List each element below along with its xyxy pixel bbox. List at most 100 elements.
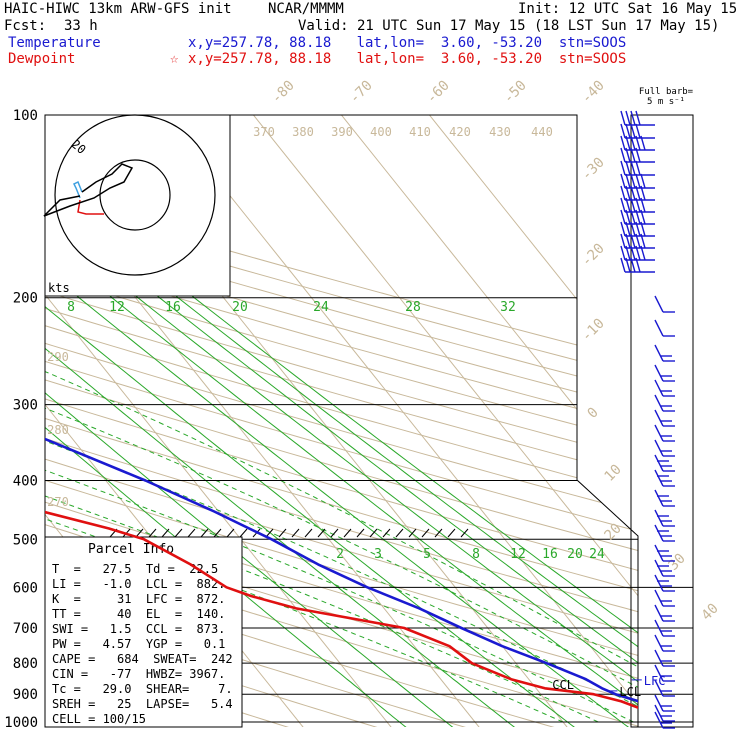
wind-barb — [654, 394, 664, 412]
wind-barb-feather — [625, 233, 631, 249]
pressure-tick-label: 900 — [13, 687, 38, 703]
dry-adiabat-line — [45, 115, 638, 727]
wind-barb-feather — [640, 185, 646, 201]
theta-label: 390 — [331, 125, 353, 139]
parcel-info-row: Tc = 29.0 SHEAR= 7. — [52, 682, 233, 696]
wind-barb-feather — [630, 233, 636, 249]
wind-barb — [654, 664, 664, 682]
wind-barb-feather — [625, 245, 631, 261]
theta-label: 440 — [531, 125, 553, 139]
hodograph-panel — [44, 114, 231, 297]
dry-adiabat-line — [45, 115, 638, 727]
dry-adiabat-line — [45, 115, 638, 727]
isotherm-line — [253, 115, 638, 727]
isotherm-label: -20 — [579, 241, 608, 270]
valid-time: Valid: 21 UTC Sun 17 May 15 (18 LST Sun … — [298, 18, 720, 34]
dry-adiabat-line — [45, 115, 638, 727]
hatch-mark — [213, 528, 222, 538]
wind-barb — [654, 704, 664, 722]
mixing-ratio-line — [45, 269, 463, 727]
mixing-ratio-label: 28 — [405, 300, 421, 315]
wind-barb-feather — [635, 233, 641, 249]
wind-barb — [654, 711, 664, 729]
wind-barb-feather — [625, 135, 631, 151]
wind-barb-feather — [635, 197, 641, 213]
dry-adiabat-line — [45, 115, 638, 727]
wind-barb — [654, 439, 664, 457]
wind-barb-feather — [620, 135, 626, 151]
forecast-label: Fcst: — [4, 18, 47, 34]
hatch-mark — [304, 528, 313, 538]
isotherm-label: 0 — [585, 405, 602, 422]
wind-barb-feather — [630, 123, 636, 139]
wind-barb-feather — [630, 160, 636, 176]
wind-barb-feather — [635, 110, 641, 126]
mixing-ratio-line — [76, 269, 638, 727]
wind-barb-feather — [640, 221, 646, 237]
dewpoint-legend-label: Dewpoint — [8, 51, 76, 67]
isotherm-label: -80 — [269, 78, 298, 107]
mixing-ratio-line — [123, 269, 638, 727]
theta-side-label: 290 — [47, 350, 69, 364]
dry-adiabat-line — [45, 115, 402, 727]
mixing-ratio-label: 2 — [336, 547, 344, 562]
dewpoint-legend-info: x,y=257.78, 88.18 lat,lon= 3.60, -53.20 … — [188, 51, 627, 67]
wind-barb-feather — [625, 173, 631, 189]
wind-barb-feather — [630, 221, 636, 237]
mixing-ratio-line — [158, 269, 638, 727]
hatch-mark — [395, 528, 404, 538]
temperature-trace — [45, 115, 638, 724]
dewpoint-legend-star-icon: ☆ — [170, 51, 179, 67]
wind-barb-feather — [635, 257, 641, 273]
wind-barb-feather — [640, 209, 646, 225]
parcel-info-row: K = 31 LFC = 872. — [52, 592, 225, 606]
wind-barb-feather — [625, 110, 631, 126]
mixing-ratio-label: 20 — [232, 300, 248, 315]
isotherm-line — [45, 115, 398, 727]
wind-barb-feather — [620, 160, 626, 176]
wind-barb-feather — [625, 257, 631, 273]
barb-legend-line1: Full barb= — [639, 87, 694, 97]
wind-barb-feather — [635, 147, 641, 163]
init-time: Init: 12 UTC Sat 16 May 15 — [518, 1, 738, 17]
org-label: NCAR/MMMM — [268, 1, 344, 17]
wind-barb — [654, 604, 664, 622]
wind-barb — [654, 509, 664, 527]
dry-adiabat-line — [45, 115, 638, 727]
hatch-mark — [161, 528, 170, 538]
wind-barb — [654, 559, 664, 577]
parcel-info-row: CIN = -77 HWBZ= 3967. — [52, 667, 225, 681]
wind-barb-feather — [640, 173, 646, 189]
hatch-mark — [382, 528, 391, 538]
mixing-ratio-label: 8 — [67, 300, 75, 315]
hatch-mark — [369, 528, 378, 538]
hatch-mark — [291, 528, 300, 538]
wind-barb-feather — [635, 123, 641, 139]
wind-barb-feather — [640, 135, 646, 151]
wind-barb-feather — [630, 173, 636, 189]
isotherm-line — [341, 115, 638, 727]
wind-barb-feather — [640, 197, 646, 213]
hatch-mark — [174, 528, 183, 538]
mixing-ratio-label: 12 — [109, 300, 125, 315]
wind-barb — [654, 409, 664, 427]
wind-barb-feather — [630, 110, 636, 126]
hatch-mark — [447, 528, 456, 538]
annotation-lfc: LFC — [644, 674, 666, 688]
wind-barb-feather — [635, 173, 641, 189]
hatch-mark — [187, 528, 196, 538]
pressure-tick-label: 800 — [13, 656, 38, 672]
parcel-info-row: TT = 40 EL = 140. — [52, 607, 225, 621]
dry-adiabat-line — [45, 115, 638, 727]
wind-barb-feather — [625, 221, 631, 237]
model-title: HAIC-HIWC 13km ARW-GFS init — [4, 1, 232, 17]
mixing-ratio-label: 8 — [472, 547, 480, 562]
wind-barb — [654, 544, 664, 562]
theta-label: 430 — [489, 125, 511, 139]
parcel-info-row: SREH = 25 LAPSE= 5.4 — [52, 697, 233, 711]
parcel-info-panel — [44, 536, 243, 728]
wind-barb — [654, 574, 664, 592]
hodograph-trace-low — [77, 199, 104, 215]
wind-barb-feather — [630, 135, 636, 151]
hodograph-trace-upper — [43, 163, 134, 217]
